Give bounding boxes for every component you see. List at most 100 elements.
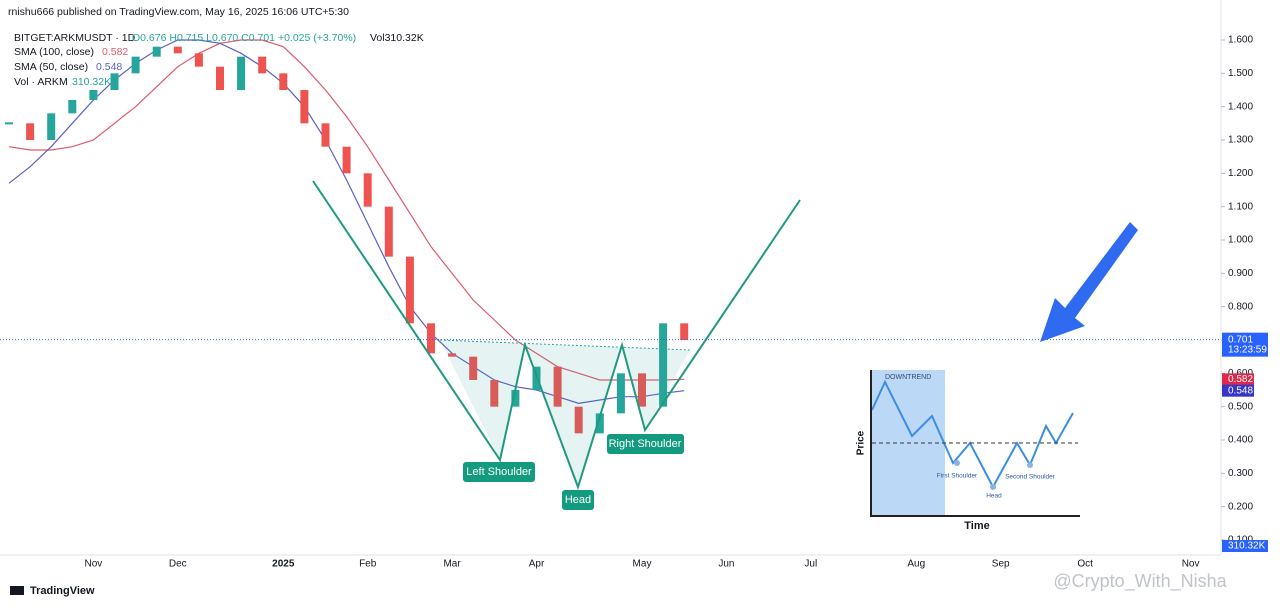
candle bbox=[490, 380, 499, 407]
x-tick-label: Mar bbox=[443, 559, 461, 570]
annotation: Head bbox=[565, 494, 591, 506]
label-box bbox=[607, 434, 684, 454]
inset-point bbox=[954, 460, 960, 466]
y-tick-label: 0.300 bbox=[1228, 468, 1253, 479]
x-tick-label: Nov bbox=[85, 559, 103, 570]
candle bbox=[595, 413, 604, 434]
candle bbox=[110, 73, 119, 90]
pattern-line bbox=[312, 180, 801, 491]
candle bbox=[363, 173, 372, 207]
candle bbox=[638, 373, 646, 407]
candle bbox=[47, 113, 56, 140]
sma-line bbox=[8, 39, 685, 381]
candle bbox=[427, 323, 435, 354]
y-tick-label: 1.500 bbox=[1228, 68, 1253, 79]
candle bbox=[258, 56, 267, 74]
y-tick-label: 1.300 bbox=[1228, 135, 1253, 146]
legend-label: SMA (100, close) bbox=[14, 46, 94, 58]
publisher: rnishu666 published on TradingView.com, … bbox=[8, 6, 349, 18]
ohlc: O0.676 H0.715 L0.670 C0.701 +0.025 (+3.7… bbox=[132, 32, 356, 44]
price-tag bbox=[1222, 384, 1254, 397]
x-tick-label: May bbox=[633, 559, 652, 570]
y-tick-label: 1.000 bbox=[1228, 235, 1253, 246]
pattern-fill bbox=[440, 340, 690, 487]
inset-axis-label: Price bbox=[856, 430, 867, 455]
candle bbox=[659, 323, 668, 407]
candle bbox=[511, 390, 520, 407]
y-tick-label: 0.800 bbox=[1228, 301, 1253, 312]
candle bbox=[279, 73, 288, 90]
candle bbox=[237, 56, 246, 90]
sma-line bbox=[8, 39, 685, 404]
inset-line bbox=[871, 379, 1074, 490]
candle bbox=[616, 373, 625, 414]
candle bbox=[131, 56, 140, 74]
y-tick-label: 1.400 bbox=[1228, 101, 1253, 112]
candle bbox=[173, 46, 182, 54]
candle bbox=[469, 356, 478, 380]
volume-tag bbox=[1222, 540, 1268, 552]
annotation: Left Shoulder bbox=[466, 466, 532, 478]
inset-point bbox=[990, 484, 996, 490]
x-tick-label: Nov bbox=[1182, 559, 1200, 570]
x-tick-label: Jun bbox=[718, 559, 734, 570]
candle bbox=[68, 100, 77, 114]
y-tick-label: 1.600 bbox=[1228, 35, 1253, 46]
legend-value: 0.548 bbox=[96, 61, 122, 73]
y-tick-label: 0.400 bbox=[1228, 435, 1253, 446]
logo: TradingView bbox=[30, 585, 95, 597]
inset-label: DOWNTREND bbox=[885, 374, 931, 381]
legend-value: 310.32K bbox=[72, 76, 111, 88]
neckline bbox=[439, 339, 691, 351]
annotation: Right Shoulder bbox=[609, 438, 682, 450]
y-tick-label: 0.200 bbox=[1228, 501, 1253, 512]
inset-axis-label: Time bbox=[964, 520, 989, 532]
candle bbox=[342, 146, 351, 174]
x-tick-label: 2025 bbox=[272, 559, 295, 570]
y-tick-label: 1.200 bbox=[1228, 168, 1253, 179]
legend-value: 0.582 bbox=[102, 46, 128, 58]
arrow bbox=[1040, 222, 1138, 342]
legend-label: SMA (50, close) bbox=[14, 61, 88, 73]
label-box bbox=[463, 462, 535, 482]
y-tick-label: 0.900 bbox=[1228, 268, 1253, 279]
price-tag bbox=[1222, 332, 1268, 357]
x-tick-label: Feb bbox=[359, 559, 377, 570]
volume-tag-label: 310.32K bbox=[1228, 541, 1266, 552]
candle bbox=[89, 90, 98, 100]
candle bbox=[26, 123, 35, 140]
symbol: BITGET:ARKMUSDT · 1D bbox=[14, 32, 136, 44]
price-tag-label: 0.548 bbox=[1228, 385, 1253, 396]
price-tag-label: 0.582 bbox=[1228, 374, 1253, 385]
inset-axes bbox=[870, 370, 1080, 517]
candle bbox=[5, 122, 13, 125]
candle bbox=[152, 46, 161, 57]
candle bbox=[680, 323, 689, 340]
volume: Vol310.32K bbox=[370, 32, 424, 44]
candle bbox=[384, 206, 393, 257]
x-tick-label: Apr bbox=[529, 559, 545, 570]
candle bbox=[405, 256, 414, 324]
y-tick-label: 1.100 bbox=[1228, 201, 1253, 212]
inset-label: First Shoulder bbox=[937, 473, 978, 480]
candle bbox=[553, 366, 562, 407]
price-tag-label: 0.701 bbox=[1228, 334, 1253, 345]
inset-label: Head bbox=[986, 493, 1002, 500]
candle bbox=[216, 66, 224, 90]
candle bbox=[300, 90, 309, 124]
legend-label: Vol · ARKM bbox=[14, 76, 68, 88]
y-tick-label: 0.500 bbox=[1228, 401, 1253, 412]
label-box bbox=[562, 490, 594, 510]
candle bbox=[574, 406, 583, 434]
candle bbox=[321, 123, 330, 147]
x-tick-label: Oct bbox=[1077, 559, 1093, 570]
logo-icon bbox=[10, 586, 24, 595]
inset-point bbox=[1027, 462, 1033, 468]
price-tag-label: 13:23:59 bbox=[1228, 344, 1267, 355]
candle bbox=[194, 53, 203, 67]
x-tick-label: Aug bbox=[907, 559, 925, 570]
price-tag bbox=[1222, 373, 1254, 386]
inset-label: Second Shoulder bbox=[1005, 474, 1056, 481]
x-tick-label: Jul bbox=[804, 559, 817, 570]
